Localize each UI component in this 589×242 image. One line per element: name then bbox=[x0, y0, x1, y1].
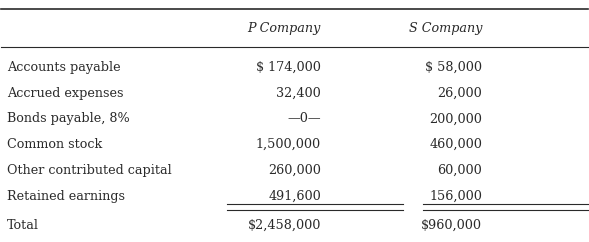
Text: 200,000: 200,000 bbox=[429, 112, 482, 125]
Text: $2,458,000: $2,458,000 bbox=[247, 219, 321, 232]
Text: 156,000: 156,000 bbox=[429, 190, 482, 203]
Text: 260,000: 260,000 bbox=[268, 164, 321, 177]
Text: 26,000: 26,000 bbox=[438, 86, 482, 99]
Text: 460,000: 460,000 bbox=[429, 138, 482, 151]
Text: P Company: P Company bbox=[247, 23, 321, 35]
Text: $ 58,000: $ 58,000 bbox=[425, 61, 482, 74]
Text: Accounts payable: Accounts payable bbox=[7, 61, 121, 74]
Text: 1,500,000: 1,500,000 bbox=[256, 138, 321, 151]
Text: Bonds payable, 8%: Bonds payable, 8% bbox=[7, 112, 130, 125]
Text: Other contributed capital: Other contributed capital bbox=[7, 164, 172, 177]
Text: S Company: S Company bbox=[409, 23, 482, 35]
Text: Common stock: Common stock bbox=[7, 138, 102, 151]
Text: $ 174,000: $ 174,000 bbox=[256, 61, 321, 74]
Text: 60,000: 60,000 bbox=[438, 164, 482, 177]
Text: Accrued expenses: Accrued expenses bbox=[7, 86, 124, 99]
Text: 491,600: 491,600 bbox=[268, 190, 321, 203]
Text: 32,400: 32,400 bbox=[276, 86, 321, 99]
Text: Total: Total bbox=[7, 219, 39, 232]
Text: Retained earnings: Retained earnings bbox=[7, 190, 125, 203]
Text: —0—: —0— bbox=[287, 112, 321, 125]
Text: $960,000: $960,000 bbox=[421, 219, 482, 232]
